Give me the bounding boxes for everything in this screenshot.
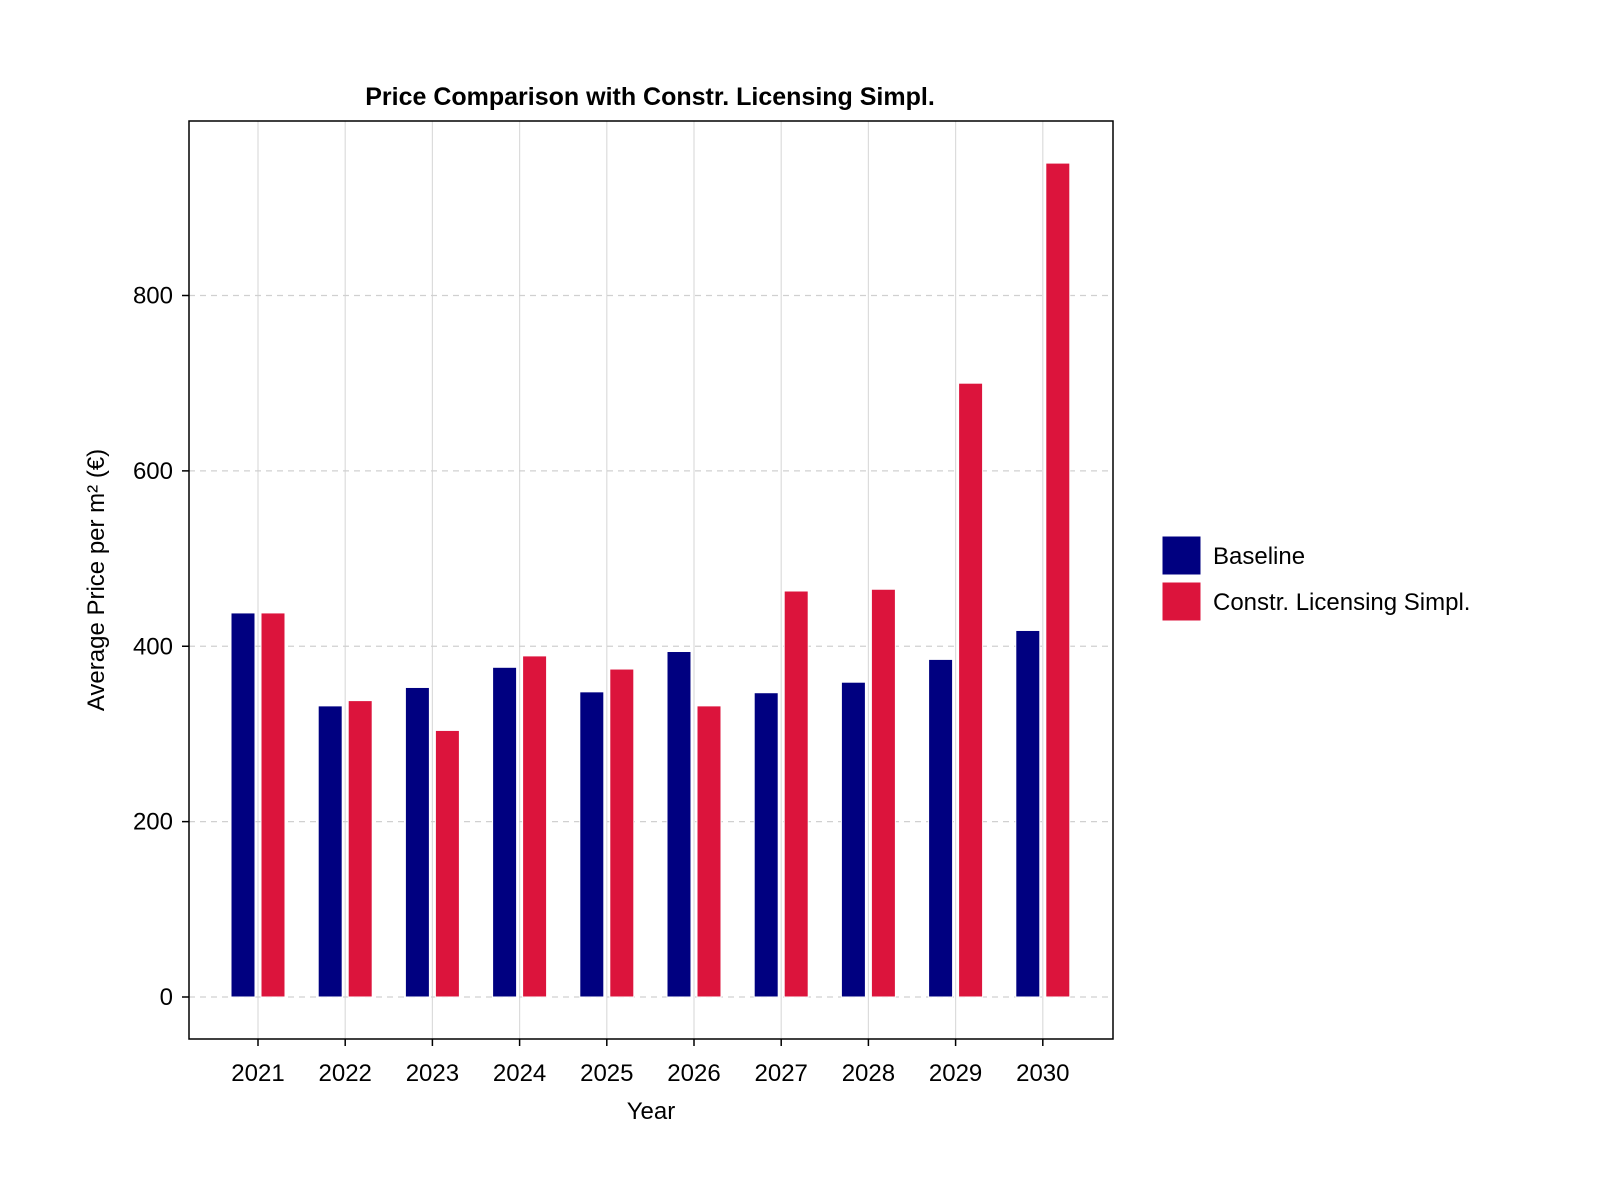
ticks: 2021 2022 2023 2024 2025 2026 2027 2028 2029 2030…: [133, 283, 1070, 1088]
bar-baseline-2021: [230, 612, 256, 998]
bar-licensing-2024: [522, 655, 548, 998]
chart-title: Price Comparison with Constr. Licensing …: [365, 83, 935, 111]
x-tick-label: 2030: [1016, 1060, 1069, 1087]
x-tick-label: 2024: [493, 1060, 546, 1087]
legend-swatch-baseline: [1161, 535, 1202, 576]
bar-licensing-2025: [609, 668, 635, 998]
bars: [230, 162, 1071, 998]
bar-licensing-2022: [347, 700, 373, 998]
y-tick-label: 200: [133, 809, 173, 836]
bar-licensing-2026: [696, 705, 722, 998]
bar-baseline-2024: [492, 666, 518, 998]
bar-licensing-2023: [434, 729, 460, 998]
bar-baseline-2026: [666, 651, 692, 998]
legend-swatch-licensing: [1161, 581, 1202, 622]
bar-baseline-2022: [317, 705, 343, 998]
x-tick-label: 2021: [231, 1060, 284, 1087]
y-tick-label: 400: [133, 633, 173, 660]
x-tick-label: 2027: [755, 1060, 808, 1087]
bar-baseline-2027: [753, 692, 779, 998]
x-tick-label: 2026: [667, 1060, 720, 1087]
bar-baseline-2029: [928, 658, 954, 998]
bar-licensing-2027: [783, 590, 809, 998]
y-tick-label: 800: [133, 283, 173, 310]
x-axis-label: Year: [627, 1098, 676, 1125]
x-tick-label: 2022: [319, 1060, 372, 1087]
bar-baseline-2028: [840, 681, 866, 998]
legend: Baseline Constr. Licensing Simpl.: [1161, 535, 1470, 622]
bar-baseline-2030: [1015, 629, 1041, 998]
y-axis-label: Average Price per m² (€): [83, 449, 110, 711]
y-tick-label: 600: [133, 458, 173, 485]
x-tick-label: 2029: [929, 1060, 982, 1087]
legend-label-baseline: Baseline: [1213, 543, 1305, 570]
bar-licensing-2029: [958, 382, 984, 998]
plot-frame: [188, 120, 1114, 1040]
bar-licensing-2021: [260, 612, 286, 998]
x-tick-label: 2023: [406, 1060, 459, 1087]
y-tick-label: 0: [160, 984, 173, 1011]
bar-baseline-2023: [404, 686, 430, 998]
bar-baseline-2025: [579, 691, 605, 998]
x-tick-label: 2025: [580, 1060, 633, 1087]
legend-label-licensing: Constr. Licensing Simpl.: [1213, 589, 1470, 616]
bar-licensing-2028: [870, 588, 896, 998]
x-tick-label: 2028: [842, 1060, 895, 1087]
bar-licensing-2030: [1045, 162, 1071, 998]
